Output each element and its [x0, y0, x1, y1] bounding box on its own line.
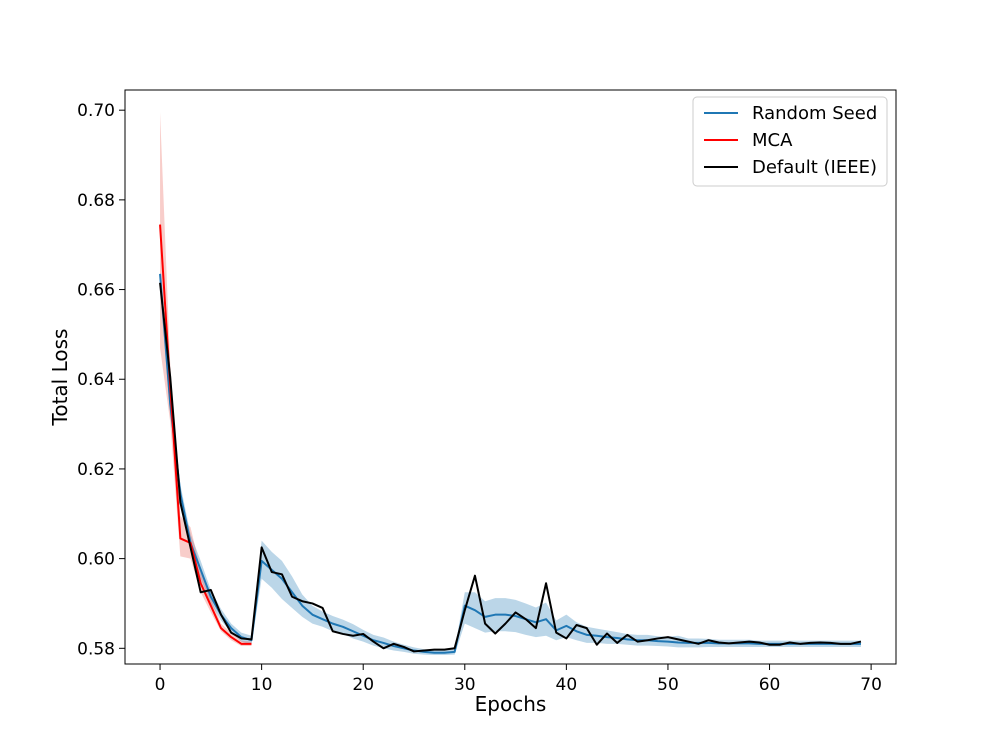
x-tick-label: 0 — [155, 675, 166, 695]
x-tick-label: 10 — [251, 675, 273, 695]
series-line-default-ieee — [159, 282, 862, 653]
x-tick-label: 50 — [657, 675, 679, 695]
x-tick-label: 30 — [454, 675, 476, 695]
y-tick-label: 0.70 — [77, 101, 115, 121]
plot-frame — [124, 89, 897, 665]
x-tick-label: 20 — [352, 675, 374, 695]
x-axis-ticks: 0 10 20 30 40 50 60 70 — [155, 664, 882, 695]
legend-label-default-ieee: Default (IEEE) — [752, 157, 877, 178]
x-tick-label: 60 — [759, 675, 781, 695]
y-axis-label: Total Loss — [48, 329, 72, 427]
series-line-random-seed — [159, 273, 861, 654]
x-axis-label: Epochs — [475, 692, 547, 716]
series-lines — [159, 224, 862, 654]
y-axis-ticks: 0.58 0.60 0.62 0.64 0.66 0.68 0.70 — [77, 101, 125, 659]
y-tick-label: 0.62 — [77, 460, 115, 480]
series-line-mca — [159, 224, 252, 645]
y-tick-label: 0.64 — [77, 370, 115, 390]
y-tick-label: 0.66 — [77, 281, 115, 301]
y-tick-label: 0.60 — [77, 550, 115, 570]
legend-label-mca: MCA — [752, 130, 793, 151]
legend-box — [692, 96, 888, 187]
y-tick-label: 0.68 — [77, 191, 115, 211]
legend: Random Seed MCA Default (IEEE) — [692, 96, 888, 187]
x-tick-label: 40 — [556, 675, 578, 695]
legend-label-random-seed: Random Seed — [752, 103, 877, 124]
x-tick-label: 70 — [860, 675, 882, 695]
y-tick-label: 0.58 — [77, 639, 115, 659]
